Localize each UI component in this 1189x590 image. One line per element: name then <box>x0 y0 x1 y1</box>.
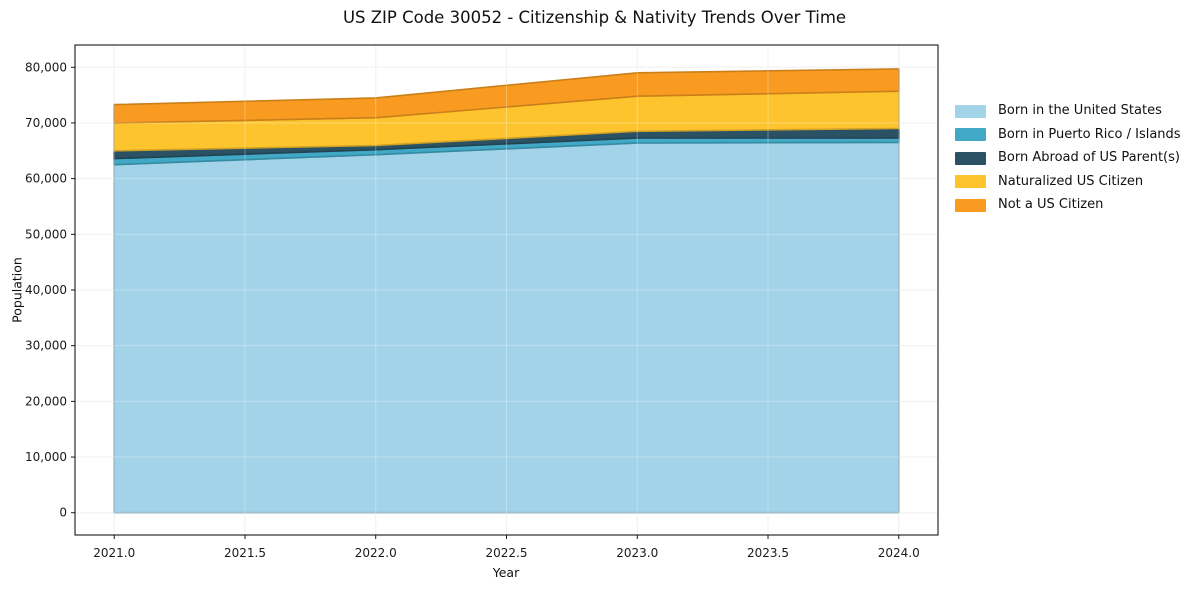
legend-swatch <box>955 151 986 165</box>
legend-label: Born in Puerto Rico / Islands <box>998 126 1181 142</box>
y-tick-label: 70,000 <box>25 116 67 130</box>
legend: Born in the United States Born in Puerto … <box>955 104 1181 212</box>
legend-item: Born in the United States <box>955 104 1181 118</box>
chart-title: US ZIP Code 30052 - Citizenship & Nativi… <box>342 8 847 27</box>
y-tick-label: 20,000 <box>25 394 67 408</box>
legend-item: Naturalized US Citizen <box>955 173 1181 189</box>
legend-label: Born Abroad of US Parent(s) <box>998 150 1180 165</box>
x-tick-label: 2022.0 <box>355 546 397 560</box>
area-not-a-us-citizen <box>113 68 900 124</box>
area-series <box>113 68 900 514</box>
y-tick-label: 80,000 <box>25 60 67 74</box>
legend-swatch <box>955 198 986 212</box>
y-tick-label: 30,000 <box>25 339 67 353</box>
y-axis-label: Population <box>9 257 25 323</box>
gridlines-over <box>75 45 938 535</box>
y-tick-label: 60,000 <box>25 172 67 186</box>
x-axis-label: Year <box>492 565 520 580</box>
legend-item: Not a US Citizen <box>955 198 1181 212</box>
x-tick-label: 2023.0 <box>616 546 658 560</box>
legend-item: Born Abroad of US Parent(s) <box>955 151 1181 165</box>
legend-swatch <box>955 104 986 118</box>
axes-ticks: 2021.0 2021.5 2022.0 2022.5 2023.0 2023.5 2024… <box>25 60 920 560</box>
legend-label: Born in the United States <box>998 103 1162 118</box>
legend-label: Naturalized US Citizen <box>998 173 1144 189</box>
legend-swatch <box>955 128 986 141</box>
y-tick-label: 0 <box>59 506 67 520</box>
y-tick-label: 40,000 <box>25 283 67 297</box>
legend-item: Born in Puerto Rico / Islands <box>955 126 1181 142</box>
x-tick-label: 2021.5 <box>224 546 266 560</box>
y-tick-label: 10,000 <box>25 450 67 464</box>
legend-swatch <box>955 175 986 188</box>
y-tick-label: 50,000 <box>25 227 67 241</box>
x-tick-label: 2022.5 <box>486 546 528 560</box>
x-tick-label: 2023.5 <box>747 546 789 560</box>
x-tick-label: 2024.0 <box>878 546 920 560</box>
legend-label: Not a US Citizen <box>998 197 1104 212</box>
x-tick-label: 2021.0 <box>93 546 135 560</box>
